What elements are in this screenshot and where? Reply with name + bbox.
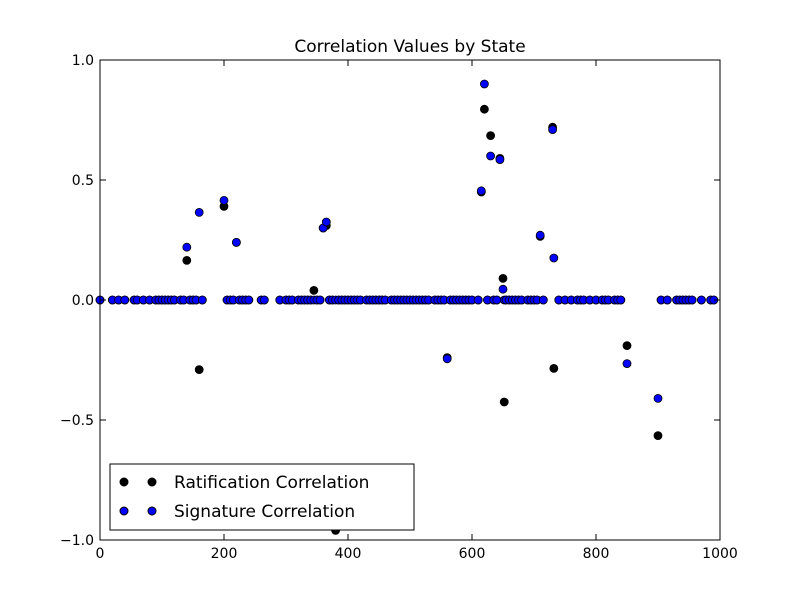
signature-point: [495, 155, 505, 165]
signature-point: [182, 242, 192, 252]
ratification-point: [498, 273, 508, 283]
signature-point: [321, 217, 331, 227]
ratification-point: [479, 104, 489, 114]
signature-point: [476, 186, 486, 196]
signature-point: [492, 295, 502, 305]
legend-label-ratification: Ratification Correlation: [174, 473, 369, 493]
y-tick-label: 1.0: [72, 53, 94, 69]
signature-point: [498, 284, 508, 294]
x-tick-label: 1000: [702, 546, 738, 562]
plot-area: [95, 59, 721, 541]
legend-label-signature: Signature Correlation: [174, 502, 355, 522]
ratification-point: [653, 431, 663, 441]
legend-marker-ratification: [119, 477, 129, 487]
y-axis: 1.0 0.5 0.0 −0.5 −1.0: [60, 53, 720, 549]
y-tick-label: 0.0: [72, 293, 94, 309]
legend-marker-signature: [119, 506, 129, 516]
signature-point: [662, 295, 672, 305]
signature-point: [616, 295, 626, 305]
x-axis: 0 200 400 600 800 1000: [96, 60, 738, 562]
signature-point: [535, 230, 545, 240]
signature-point: [687, 295, 697, 305]
signature-point: [697, 295, 706, 305]
x-tick-label: 600: [459, 546, 486, 562]
ratification-point: [309, 285, 319, 295]
signature-point: [486, 151, 496, 161]
signature-point: [538, 295, 548, 305]
ratification-point: [486, 131, 496, 141]
x-tick-label: 400: [335, 546, 362, 562]
signature-point: [120, 295, 130, 305]
x-tick-label: 200: [211, 546, 238, 562]
signature-point: [622, 359, 632, 369]
x-tick-label: 800: [583, 546, 610, 562]
ratification-point: [549, 363, 559, 373]
signature-point: [219, 195, 229, 205]
y-tick-label: 0.5: [72, 173, 94, 189]
signature-point: [259, 295, 269, 305]
signature-point: [548, 125, 557, 135]
signature-point: [473, 295, 483, 305]
signature-point: [479, 79, 489, 89]
signature-point: [194, 207, 204, 217]
legend-marker-ratification: [147, 477, 157, 487]
signature-point: [231, 237, 241, 247]
chart-title: Correlation Values by State: [294, 37, 525, 57]
legend-marker-signature: [147, 506, 157, 516]
signature-point: [653, 393, 663, 403]
signature-point: [549, 253, 559, 263]
signature-point: [315, 295, 325, 305]
data-points: [95, 79, 719, 535]
signature-point: [197, 295, 207, 305]
x-tick-label: 0: [96, 546, 105, 562]
legend-box: [109, 463, 415, 531]
signature-point: [244, 295, 254, 305]
ratification-point: [182, 255, 192, 265]
y-tick-label: −1.0: [60, 533, 94, 549]
y-tick-label: −0.5: [60, 413, 94, 429]
ratification-point: [622, 341, 632, 351]
legend: Ratification Correlation Signature Corre…: [109, 463, 415, 531]
signature-point: [442, 354, 452, 364]
ratification-point: [499, 397, 509, 407]
ratification-point: [194, 365, 204, 375]
series-signature: [95, 79, 719, 403]
